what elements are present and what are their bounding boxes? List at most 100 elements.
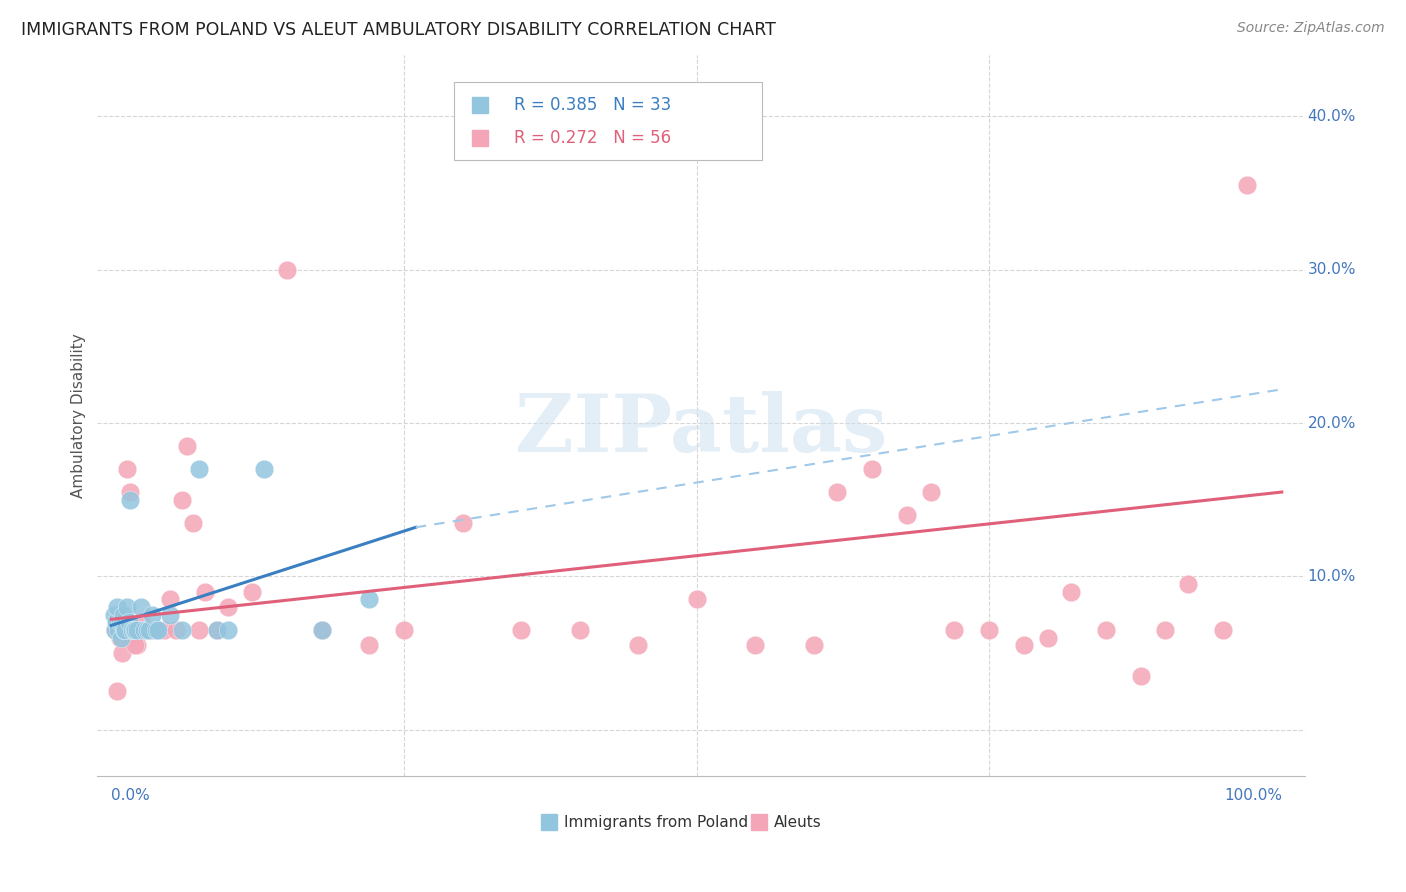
Text: 40.0%: 40.0% [1308, 109, 1355, 124]
Point [165, 623, 187, 637]
Point [112, 607, 135, 622]
Text: 20.0%: 20.0% [1308, 416, 1355, 431]
Point [148, 623, 170, 637]
Point [627, 638, 650, 652]
Point [240, 584, 263, 599]
Text: R = 0.385   N = 33: R = 0.385 N = 33 [515, 96, 671, 114]
Point [176, 439, 198, 453]
Point [114, 623, 136, 637]
Point [105, 684, 128, 698]
Text: 10.0%: 10.0% [1308, 569, 1355, 584]
Point [357, 638, 380, 652]
Text: Immigrants from Poland: Immigrants from Poland [564, 815, 748, 830]
Point [1236, 178, 1258, 193]
Point [194, 584, 217, 599]
Point [145, 623, 167, 637]
Point [118, 623, 141, 637]
Point [112, 623, 135, 637]
Point [510, 623, 533, 637]
Point [122, 623, 145, 637]
Point [118, 615, 141, 630]
Point [108, 631, 131, 645]
Point [159, 607, 181, 622]
Point [170, 492, 193, 507]
Text: Aleuts: Aleuts [773, 815, 821, 830]
Point [276, 262, 298, 277]
FancyBboxPatch shape [454, 82, 762, 160]
Text: 0.0%: 0.0% [111, 788, 150, 803]
Point [205, 623, 228, 637]
Point [451, 516, 474, 530]
Point [1060, 584, 1083, 599]
Point [134, 623, 156, 637]
Point [141, 623, 163, 637]
Point [1177, 577, 1199, 591]
Point [103, 607, 125, 622]
Point [392, 623, 415, 637]
Text: 30.0%: 30.0% [1308, 262, 1355, 277]
Point [108, 615, 131, 630]
Point [685, 592, 707, 607]
Point [153, 623, 176, 637]
Point [124, 623, 146, 637]
Point [943, 623, 966, 637]
Point [217, 623, 239, 637]
Point [111, 646, 134, 660]
Point [105, 615, 128, 630]
Point [135, 623, 157, 637]
Y-axis label: Ambulatory Disability: Ambulatory Disability [72, 333, 86, 498]
Point [129, 600, 152, 615]
Point [183, 516, 205, 530]
Point [170, 623, 193, 637]
Point [217, 600, 239, 615]
Point [1130, 669, 1153, 683]
Point [104, 623, 127, 637]
Point [159, 592, 181, 607]
Point [112, 623, 135, 637]
Point [1014, 638, 1036, 652]
Point [188, 462, 211, 476]
Point [357, 592, 380, 607]
Point [896, 508, 918, 522]
Text: ZIPatlas: ZIPatlas [515, 391, 887, 469]
Text: Source: ZipAtlas.com: Source: ZipAtlas.com [1237, 21, 1385, 35]
Point [121, 631, 143, 645]
Text: 100.0%: 100.0% [1223, 788, 1282, 803]
Point [188, 623, 211, 637]
Point [107, 623, 129, 637]
Point [104, 623, 127, 637]
Point [568, 623, 591, 637]
Point [148, 623, 170, 637]
Point [120, 492, 142, 507]
Point [920, 485, 942, 500]
Point [803, 638, 825, 652]
Point [115, 600, 138, 615]
Point [110, 631, 132, 645]
Point [979, 623, 1001, 637]
Point [124, 638, 146, 652]
Point [111, 615, 134, 630]
Text: R = 0.272   N = 56: R = 0.272 N = 56 [515, 128, 671, 147]
Point [825, 485, 848, 500]
Point [129, 615, 152, 630]
Point [138, 623, 160, 637]
Point [120, 485, 142, 500]
Point [311, 623, 333, 637]
Point [115, 462, 138, 476]
Point [252, 462, 274, 476]
Point [121, 623, 143, 637]
Point [127, 638, 149, 652]
Point [112, 623, 135, 637]
Point [135, 623, 157, 637]
Point [141, 607, 163, 622]
Point [127, 623, 149, 637]
Point [134, 623, 156, 637]
Point [205, 623, 228, 637]
Point [1153, 623, 1175, 637]
Point [860, 462, 883, 476]
Point [105, 615, 128, 630]
Text: IMMIGRANTS FROM POLAND VS ALEUT AMBULATORY DISABILITY CORRELATION CHART: IMMIGRANTS FROM POLAND VS ALEUT AMBULATO… [21, 21, 776, 38]
Point [1036, 631, 1059, 645]
Point [744, 638, 766, 652]
Point [1212, 623, 1234, 637]
